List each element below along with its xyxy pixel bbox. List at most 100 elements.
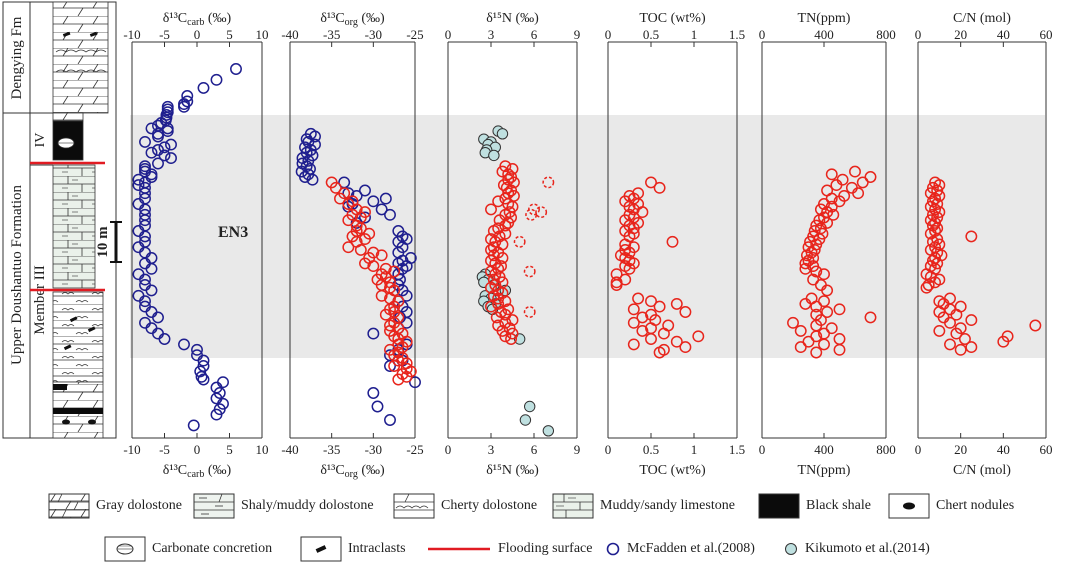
- data-point: [139, 187, 151, 200]
- data-point: [306, 173, 319, 186]
- tick-label-bottom: 800: [876, 442, 896, 457]
- data-point: [920, 281, 933, 294]
- axis-title-top: TN(ppm): [798, 11, 851, 26]
- member-iv-label: IV: [33, 133, 48, 148]
- data-point: [139, 214, 151, 227]
- data-point: [833, 195, 846, 208]
- data-point: [950, 327, 963, 340]
- data-point: [379, 308, 392, 321]
- tick-label-bottom: 3: [488, 442, 495, 457]
- data-point: [679, 306, 692, 318]
- lith-intraclast: [87, 326, 96, 333]
- data-point: [627, 338, 640, 351]
- legend-mcfadden: McFadden et al.(2008): [605, 536, 755, 562]
- data-point: [542, 176, 555, 189]
- data-point: [670, 335, 683, 348]
- legend-carbonate-concretion: Carbonate concretion: [104, 536, 272, 562]
- data-point: [519, 414, 532, 426]
- legend-intraclasts: Intraclasts: [300, 536, 406, 562]
- data-point: [965, 341, 978, 354]
- tick-label-top: 1: [691, 27, 698, 42]
- data-point: [158, 149, 171, 162]
- lith-intraclast: [63, 344, 72, 351]
- tick-label-top: 20: [954, 27, 967, 42]
- panel-n15: 0 0 3 3 6 6 9 9 δ¹⁵N (‰) δ¹⁵N (‰): [445, 11, 581, 478]
- tick-label-top: 5: [226, 27, 233, 42]
- data-point: [818, 338, 830, 351]
- data-point: [485, 300, 497, 313]
- data-point: [944, 338, 956, 351]
- data-point: [210, 73, 223, 86]
- data-point: [997, 335, 1010, 348]
- data-point: [375, 203, 388, 216]
- data-point: [818, 295, 830, 308]
- panel-org: -40 -40 -35 -35 -30 -30 -25 -25 δ¹³Corg (‰) δ¹³Co…: [281, 11, 423, 480]
- data-point: [542, 425, 555, 437]
- en3-interval-band: [130, 115, 1045, 358]
- data-point: [300, 133, 313, 146]
- cherty-dolostone-swatch: [393, 493, 435, 519]
- data-point: [354, 243, 367, 256]
- data-point: [833, 303, 846, 316]
- data-point: [342, 198, 355, 210]
- member-iii-label: Member III: [32, 265, 48, 335]
- data-point: [799, 257, 812, 270]
- data-point: [384, 319, 396, 332]
- data-point: [359, 233, 371, 246]
- data-point: [139, 295, 151, 308]
- data-point: [488, 149, 500, 162]
- data-point: [165, 152, 177, 165]
- legend-muddy-limestone: Muddy/sandy limestone: [552, 493, 735, 519]
- axis-title-top: δ¹³Corg (‰): [320, 11, 385, 28]
- data-point: [950, 308, 963, 321]
- data-point: [230, 63, 242, 75]
- data-point: [329, 181, 342, 194]
- data-point: [145, 284, 158, 297]
- lith-intraclast: [89, 31, 98, 37]
- legend-mcfadden-label: McFadden et al.(2008): [627, 541, 755, 556]
- data-point: [158, 141, 171, 154]
- tick-label-top: 0.5: [643, 27, 659, 42]
- doushantuo-fm-label: Upper Doushantuo Formation: [9, 185, 25, 365]
- data-point: [506, 314, 519, 327]
- data-point: [158, 333, 171, 345]
- flooding-surface-swatch: [428, 547, 490, 551]
- data-point: [679, 341, 692, 354]
- data-point: [856, 176, 869, 189]
- data-point: [367, 327, 380, 340]
- data-point: [653, 300, 666, 313]
- data-point: [849, 165, 861, 178]
- geochemistry-figure: Dengying Fm Upper Doushantuo Formation I…: [2, 1, 1053, 480]
- data-point: [808, 243, 821, 256]
- legend-carbonate-concretion-label: Carbonate concretion: [152, 541, 273, 556]
- legend-black-shale: Black shale: [758, 493, 871, 519]
- data-point: [342, 241, 355, 254]
- tick-label-bottom: 9: [574, 442, 581, 457]
- data-point: [375, 289, 388, 302]
- data-point: [657, 327, 670, 340]
- data-point: [958, 333, 971, 345]
- data-point: [178, 338, 190, 351]
- axis-title-top: δ¹³Ccarb (‰): [163, 11, 232, 28]
- data-point: [409, 376, 421, 389]
- axis-title-bottom: δ¹³Ccarb (‰): [163, 463, 232, 480]
- data-point: [523, 265, 536, 278]
- data-point: [487, 273, 500, 286]
- tick-label-bottom: 0: [194, 442, 201, 457]
- data-point: [492, 292, 505, 305]
- black-shale-swatch: [758, 493, 800, 519]
- data-point: [922, 279, 935, 291]
- tick-label-bottom: 0: [915, 442, 922, 457]
- data-point: [810, 330, 823, 343]
- data-point: [653, 346, 666, 359]
- tick-label-bottom: 5: [226, 442, 233, 457]
- data-point: [139, 135, 151, 148]
- tick-label-bottom: -25: [406, 442, 423, 457]
- data-point: [931, 184, 944, 197]
- legend-flooding-surface: Flooding surface: [426, 536, 592, 562]
- data-point: [852, 187, 865, 200]
- lith-dengying: [52, 1, 109, 114]
- data-point: [384, 360, 396, 372]
- axis-title-bottom: δ¹⁵N (‰): [486, 463, 539, 478]
